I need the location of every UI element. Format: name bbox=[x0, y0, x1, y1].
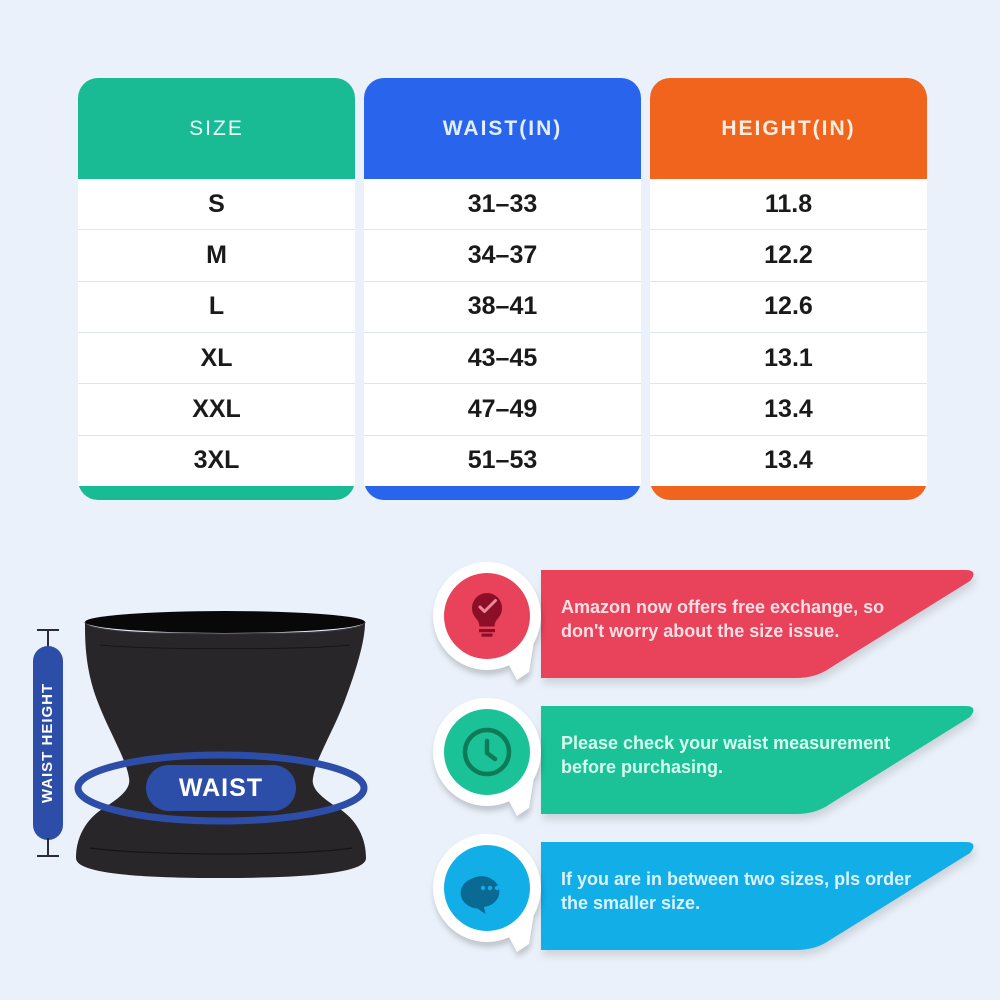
svg-text:WAIST HEIGHT: WAIST HEIGHT bbox=[39, 683, 56, 803]
svg-text:WAIST: WAIST bbox=[179, 774, 263, 802]
